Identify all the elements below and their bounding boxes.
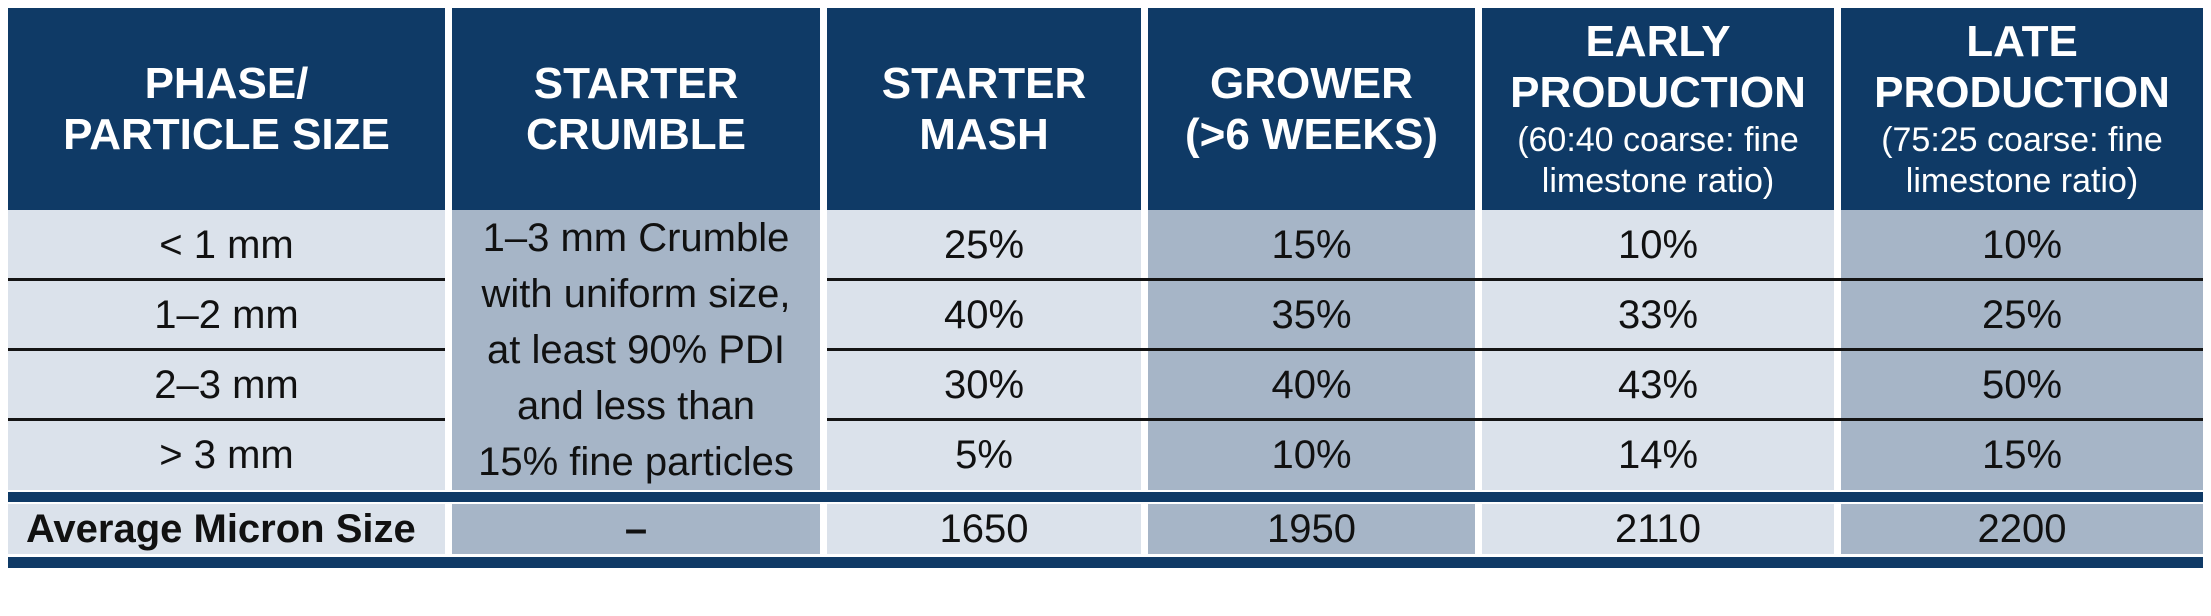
col-header-early-production-subtitle: (60:40 coarse: fine limestone ratio) <box>1517 121 1799 201</box>
cell-late-production-row3: 50% <box>1841 350 2203 420</box>
footer-late-production-value: 2200 <box>1841 504 2203 554</box>
cell-grower-row3: 40% <box>1148 350 1475 420</box>
cell-starter-mash-row4: 5% <box>827 420 1141 490</box>
cell-grower-row1: 15% <box>1148 210 1475 280</box>
cell-early-production-row3: 43% <box>1482 350 1834 420</box>
cell-particle-size-row1: < 1 mm <box>8 210 445 280</box>
cell-early-production-row1: 10% <box>1482 210 1834 280</box>
row-divider <box>827 348 2203 351</box>
footer-label-average-micron-size: Average Micron Size <box>8 504 445 554</box>
cell-grower-row2: 35% <box>1148 280 1475 350</box>
col-header-late-production: LATE PRODUCTION (75:25 coarse: fine lime… <box>1841 8 2203 210</box>
row-divider <box>8 278 445 281</box>
row-divider <box>827 278 2203 281</box>
cell-starter-mash-row2: 40% <box>827 280 1141 350</box>
row-divider <box>8 348 445 351</box>
footer-grower-value: 1950 <box>1148 504 1475 554</box>
cell-late-production-row2: 25% <box>1841 280 2203 350</box>
col-header-starter-mash: STARTER MASH <box>827 8 1141 210</box>
cell-early-production-row4: 14% <box>1482 420 1834 490</box>
row-divider <box>827 418 2203 421</box>
cell-late-production-row4: 15% <box>1841 420 2203 490</box>
footer-starter-mash-value: 1650 <box>827 504 1141 554</box>
col-header-early-production-title: EARLY PRODUCTION <box>1510 17 1806 118</box>
col-header-grower: GROWER (>6 WEEKS) <box>1148 8 1475 210</box>
cell-particle-size-row4: > 3 mm <box>8 420 445 490</box>
separator-bar <box>8 490 2203 504</box>
col-header-starter-crumble: STARTER CRUMBLE <box>452 8 820 210</box>
cell-particle-size-row2: 1–2 mm <box>8 280 445 350</box>
cell-grower-row4: 10% <box>1148 420 1475 490</box>
cell-starter-mash-row3: 30% <box>827 350 1141 420</box>
cell-starter-mash-row1: 25% <box>827 210 1141 280</box>
footer-early-production-value: 2110 <box>1482 504 1834 554</box>
col-header-early-production: EARLY PRODUCTION (60:40 coarse: fine lim… <box>1482 8 1834 210</box>
bottom-bar <box>8 554 2203 568</box>
col-header-late-production-title: LATE PRODUCTION <box>1874 17 2170 118</box>
cell-particle-size-row3: 2–3 mm <box>8 350 445 420</box>
particle-size-table: PHASE/ PARTICLE SIZE STARTER CRUMBLE STA… <box>8 8 2203 568</box>
cell-starter-crumble-note: 1–3 mm Crumble with uniform size, at lea… <box>452 210 820 490</box>
footer-starter-crumble-dash: – <box>452 504 820 554</box>
cell-late-production-row1: 10% <box>1841 210 2203 280</box>
col-header-phase-particle-size: PHASE/ PARTICLE SIZE <box>8 8 445 210</box>
row-divider <box>8 418 445 421</box>
col-header-late-production-subtitle: (75:25 coarse: fine limestone ratio) <box>1881 121 2163 201</box>
cell-early-production-row2: 33% <box>1482 280 1834 350</box>
